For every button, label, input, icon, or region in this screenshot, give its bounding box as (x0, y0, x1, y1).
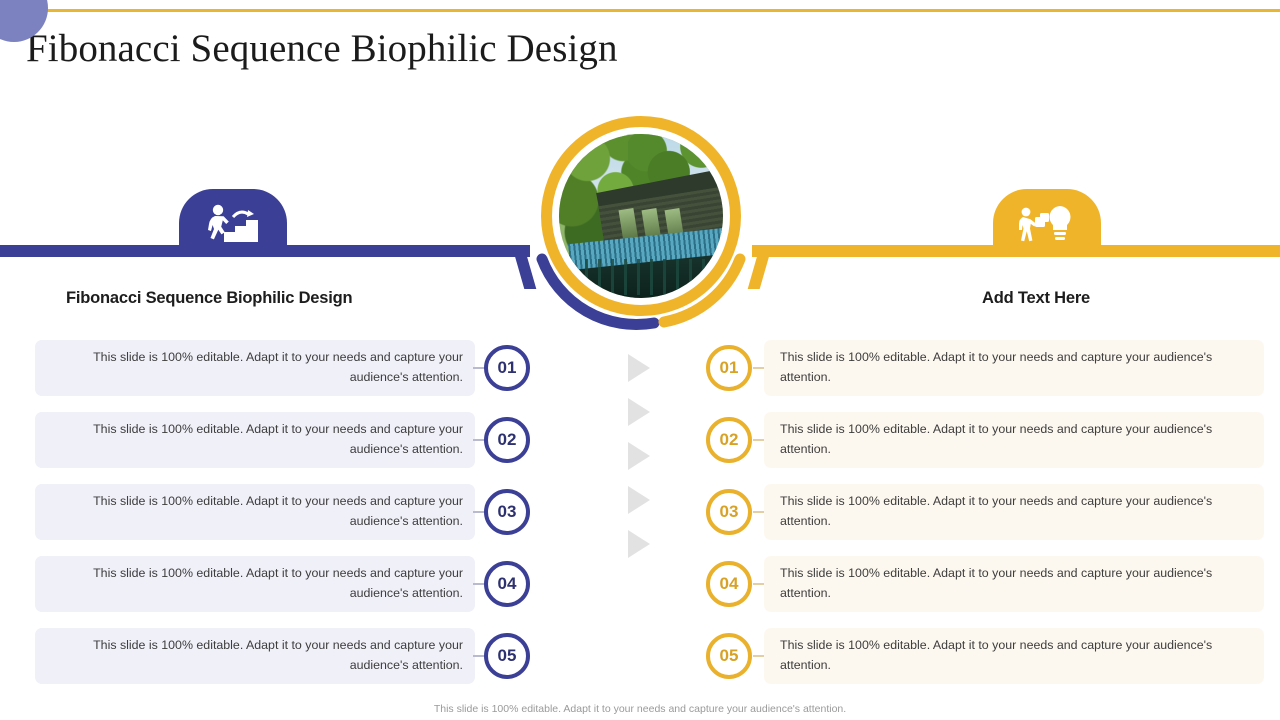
list-item[interactable]: 05 This slide is 100% editable. Adapt it… (706, 628, 1264, 684)
list-item[interactable]: This slide is 100% editable. Adapt it to… (35, 556, 535, 612)
row-connector (753, 511, 767, 513)
list-item[interactable]: 04 This slide is 100% editable. Adapt it… (706, 556, 1264, 612)
left-row-number: 04 (484, 561, 530, 607)
row-connector (753, 655, 767, 657)
left-row-number: 01 (484, 345, 530, 391)
row-connector (473, 511, 487, 513)
biophilic-house-photo (559, 134, 723, 298)
slide-footer: This slide is 100% editable. Adapt it to… (433, 703, 847, 715)
chevron-right-icon (628, 398, 650, 426)
list-item[interactable]: 03 This slide is 100% editable. Adapt it… (706, 484, 1264, 540)
right-row-number: 02 (706, 417, 752, 463)
row-connector (473, 439, 487, 441)
left-row-text: This slide is 100% editable. Adapt it to… (93, 638, 463, 672)
right-badge[interactable] (993, 189, 1101, 257)
right-row-number: 05 (706, 633, 752, 679)
right-row-text: This slide is 100% editable. Adapt it to… (780, 566, 1213, 600)
row-connector (753, 583, 767, 585)
right-text-box[interactable]: This slide is 100% editable. Adapt it to… (764, 340, 1264, 396)
left-row-number: 03 (484, 489, 530, 535)
left-row-text: This slide is 100% editable. Adapt it to… (93, 566, 463, 600)
list-item[interactable]: 02 This slide is 100% editable. Adapt it… (706, 412, 1264, 468)
center-image-medallion (536, 111, 746, 331)
right-row-text: This slide is 100% editable. Adapt it to… (780, 494, 1213, 528)
page-title: Fibonacci Sequence Biophilic Design (26, 27, 618, 70)
top-gold-rule (43, 9, 1280, 12)
left-row-number: 02 (484, 417, 530, 463)
right-rows-list: 01 This slide is 100% editable. Adapt it… (706, 340, 1264, 684)
right-row-number: 03 (706, 489, 752, 535)
right-column-heading: Add Text Here (982, 289, 1091, 307)
list-item[interactable]: 01 This slide is 100% editable. Adapt it… (706, 340, 1264, 396)
left-text-box[interactable]: This slide is 100% editable. Adapt it to… (35, 412, 475, 468)
row-connector (753, 439, 767, 441)
center-arrow-column (628, 340, 668, 558)
chevron-right-icon (628, 354, 650, 382)
left-row-number: 05 (484, 633, 530, 679)
list-item[interactable]: This slide is 100% editable. Adapt it to… (35, 628, 535, 684)
row-connector (473, 655, 487, 657)
chevron-right-icon (628, 442, 650, 470)
chevron-right-icon (628, 486, 650, 514)
right-text-box[interactable]: This slide is 100% editable. Adapt it to… (764, 484, 1264, 540)
person-pushing-lightbulb-idea-icon (1016, 202, 1078, 244)
left-badge[interactable] (179, 189, 287, 257)
row-connector (753, 367, 767, 369)
right-row-text: This slide is 100% editable. Adapt it to… (780, 422, 1213, 456)
row-connector (473, 367, 487, 369)
list-item[interactable]: This slide is 100% editable. Adapt it to… (35, 340, 535, 396)
left-text-box[interactable]: This slide is 100% editable. Adapt it to… (35, 556, 475, 612)
right-text-box[interactable]: This slide is 100% editable. Adapt it to… (764, 628, 1264, 684)
list-item[interactable]: This slide is 100% editable. Adapt it to… (35, 412, 535, 468)
person-climbing-stairs-icon (202, 202, 264, 244)
left-column-heading: Fibonacci Sequence Biophilic Design (66, 289, 353, 307)
right-row-text: This slide is 100% editable. Adapt it to… (780, 638, 1213, 672)
row-connector (473, 583, 487, 585)
left-text-box[interactable]: This slide is 100% editable. Adapt it to… (35, 484, 475, 540)
right-row-number: 01 (706, 345, 752, 391)
left-row-text: This slide is 100% editable. Adapt it to… (93, 350, 463, 384)
chevron-right-icon (628, 530, 650, 558)
left-text-box[interactable]: This slide is 100% editable. Adapt it to… (35, 628, 475, 684)
left-row-text: This slide is 100% editable. Adapt it to… (93, 494, 463, 528)
right-row-text: This slide is 100% editable. Adapt it to… (780, 350, 1213, 384)
left-rows-list: This slide is 100% editable. Adapt it to… (35, 340, 535, 684)
right-text-box[interactable]: This slide is 100% editable. Adapt it to… (764, 412, 1264, 468)
right-row-number: 04 (706, 561, 752, 607)
list-item[interactable]: This slide is 100% editable. Adapt it to… (35, 484, 535, 540)
right-text-box[interactable]: This slide is 100% editable. Adapt it to… (764, 556, 1264, 612)
left-text-box[interactable]: This slide is 100% editable. Adapt it to… (35, 340, 475, 396)
left-row-text: This slide is 100% editable. Adapt it to… (93, 422, 463, 456)
